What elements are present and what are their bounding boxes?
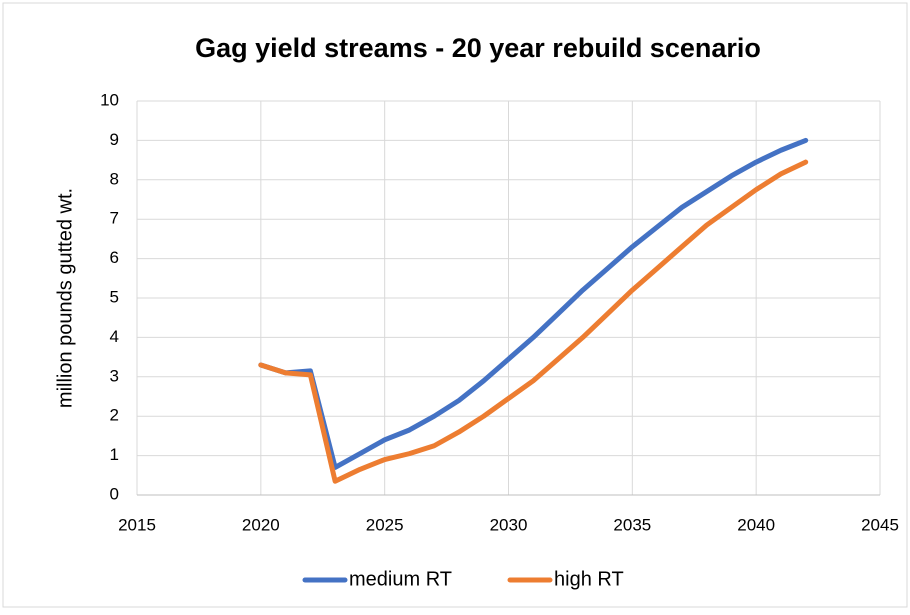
line-series <box>258 159 809 484</box>
y-tick-label: 8 <box>110 169 119 188</box>
chart-title: Gag yield streams - 20 year rebuild scen… <box>195 33 761 63</box>
y-tick-label: 0 <box>110 484 119 503</box>
x-tick-label: 2045 <box>861 515 899 534</box>
x-tick-label: 2035 <box>613 515 651 534</box>
line-series <box>258 137 809 470</box>
y-tick-label: 6 <box>110 248 119 267</box>
y-tick-label: 7 <box>110 209 119 228</box>
legend-label: medium RT <box>349 568 452 590</box>
x-tick-label: 2030 <box>490 515 528 534</box>
x-tick-label: 2020 <box>242 515 280 534</box>
x-tick-label: 2015 <box>118 515 156 534</box>
x-tick-label: 2040 <box>737 515 775 534</box>
y-tick-label: 5 <box>110 287 119 306</box>
legend-label: high RT <box>554 568 624 590</box>
y-tick-label: 2 <box>110 406 119 425</box>
y-tick-label: 10 <box>100 90 119 109</box>
y-tick-label: 4 <box>110 327 119 346</box>
y-tick-label: 3 <box>110 366 119 385</box>
y-tick-label: 1 <box>110 445 119 464</box>
x-tick-label: 2025 <box>366 515 404 534</box>
y-tick-label: 9 <box>110 130 119 149</box>
y-axis-label: million pounds gutted wt. <box>54 188 76 408</box>
